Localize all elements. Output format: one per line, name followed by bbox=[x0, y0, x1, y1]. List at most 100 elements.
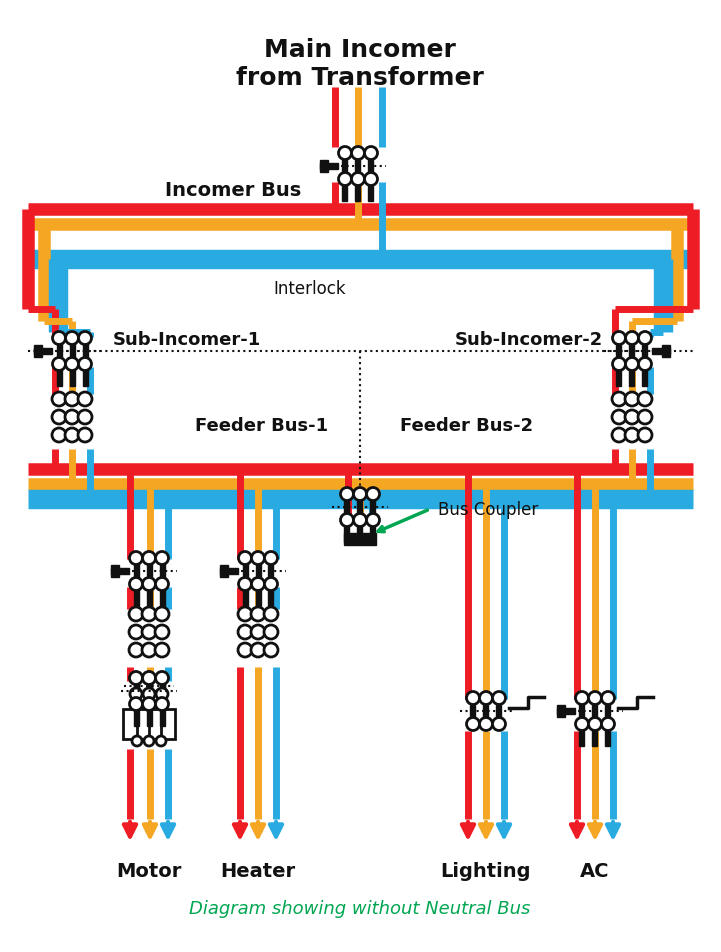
Text: Sub-Incomer-2: Sub-Incomer-2 bbox=[455, 330, 603, 348]
Circle shape bbox=[53, 358, 66, 371]
Text: Feeder Bus-2: Feeder Bus-2 bbox=[400, 417, 533, 434]
Circle shape bbox=[479, 692, 492, 704]
Circle shape bbox=[626, 332, 639, 346]
Circle shape bbox=[155, 625, 169, 640]
Bar bbox=[34, 346, 42, 358]
Circle shape bbox=[143, 672, 156, 684]
Circle shape bbox=[264, 607, 278, 622]
Circle shape bbox=[156, 736, 166, 746]
Bar bbox=[484, 705, 489, 717]
Circle shape bbox=[613, 358, 626, 371]
Circle shape bbox=[466, 692, 479, 704]
Circle shape bbox=[143, 552, 156, 565]
Circle shape bbox=[352, 148, 365, 160]
Circle shape bbox=[601, 718, 614, 731]
Circle shape bbox=[142, 607, 156, 622]
Circle shape bbox=[638, 410, 652, 425]
Text: Interlock: Interlock bbox=[274, 280, 346, 298]
Circle shape bbox=[251, 607, 265, 622]
Bar bbox=[557, 705, 565, 717]
Circle shape bbox=[365, 173, 378, 187]
Circle shape bbox=[265, 552, 278, 565]
Circle shape bbox=[79, 332, 92, 346]
Circle shape bbox=[338, 148, 352, 160]
Circle shape bbox=[612, 392, 626, 407]
Circle shape bbox=[156, 672, 168, 684]
Bar bbox=[662, 346, 670, 358]
Bar bbox=[111, 568, 129, 574]
Bar bbox=[345, 499, 350, 542]
Circle shape bbox=[238, 607, 252, 622]
Circle shape bbox=[66, 332, 79, 346]
Circle shape bbox=[639, 358, 652, 371]
Bar bbox=[320, 164, 338, 169]
Bar bbox=[642, 343, 647, 387]
Circle shape bbox=[239, 552, 252, 565]
Circle shape bbox=[52, 428, 66, 443]
Bar bbox=[471, 705, 476, 717]
Circle shape bbox=[132, 736, 142, 746]
Circle shape bbox=[466, 718, 479, 731]
Circle shape bbox=[264, 625, 278, 640]
Circle shape bbox=[353, 488, 366, 501]
Circle shape bbox=[252, 578, 265, 591]
Circle shape bbox=[78, 410, 92, 425]
Circle shape bbox=[52, 410, 66, 425]
Circle shape bbox=[79, 358, 92, 371]
Bar bbox=[82, 343, 87, 387]
Bar bbox=[133, 563, 138, 605]
Circle shape bbox=[53, 332, 66, 346]
Circle shape bbox=[601, 692, 614, 704]
Circle shape bbox=[129, 625, 143, 640]
Bar bbox=[344, 533, 376, 545]
Circle shape bbox=[252, 552, 265, 565]
Circle shape bbox=[625, 392, 639, 407]
Circle shape bbox=[142, 644, 156, 657]
Circle shape bbox=[238, 644, 252, 657]
Bar bbox=[371, 499, 376, 542]
Circle shape bbox=[130, 672, 142, 684]
Circle shape bbox=[238, 625, 252, 640]
Bar bbox=[123, 709, 175, 739]
Text: Sub-Incomer-1: Sub-Incomer-1 bbox=[113, 330, 261, 348]
Circle shape bbox=[352, 173, 365, 187]
Bar bbox=[133, 683, 138, 725]
Circle shape bbox=[626, 358, 639, 371]
Circle shape bbox=[143, 672, 155, 684]
Circle shape bbox=[366, 488, 379, 501]
Bar bbox=[69, 343, 74, 387]
Text: Motor: Motor bbox=[116, 862, 182, 880]
Bar bbox=[56, 343, 61, 387]
Circle shape bbox=[66, 358, 79, 371]
Circle shape bbox=[613, 332, 626, 346]
Bar bbox=[159, 682, 164, 693]
Text: Main Incomer
from Transformer: Main Incomer from Transformer bbox=[236, 38, 484, 89]
Circle shape bbox=[129, 644, 143, 657]
Circle shape bbox=[156, 698, 169, 711]
Text: Incomer Bus: Incomer Bus bbox=[165, 181, 301, 200]
Text: Lighting: Lighting bbox=[441, 862, 531, 880]
Text: Heater: Heater bbox=[221, 862, 296, 880]
Circle shape bbox=[625, 428, 639, 443]
Bar bbox=[320, 161, 328, 173]
Circle shape bbox=[588, 692, 601, 704]
Bar bbox=[159, 563, 164, 605]
Bar bbox=[242, 563, 247, 605]
Bar bbox=[593, 703, 598, 745]
Circle shape bbox=[143, 688, 155, 701]
Circle shape bbox=[492, 692, 505, 704]
Circle shape bbox=[251, 625, 265, 640]
Bar bbox=[342, 158, 348, 201]
Circle shape bbox=[155, 607, 169, 622]
Bar bbox=[268, 563, 273, 605]
Bar bbox=[358, 499, 363, 542]
Circle shape bbox=[156, 688, 168, 701]
Circle shape bbox=[338, 173, 352, 187]
Circle shape bbox=[612, 428, 626, 443]
Circle shape bbox=[130, 698, 143, 711]
Circle shape bbox=[65, 392, 79, 407]
Text: Feeder Bus-1: Feeder Bus-1 bbox=[195, 417, 328, 434]
Circle shape bbox=[144, 736, 154, 746]
Circle shape bbox=[575, 692, 588, 704]
Bar bbox=[146, 683, 151, 725]
